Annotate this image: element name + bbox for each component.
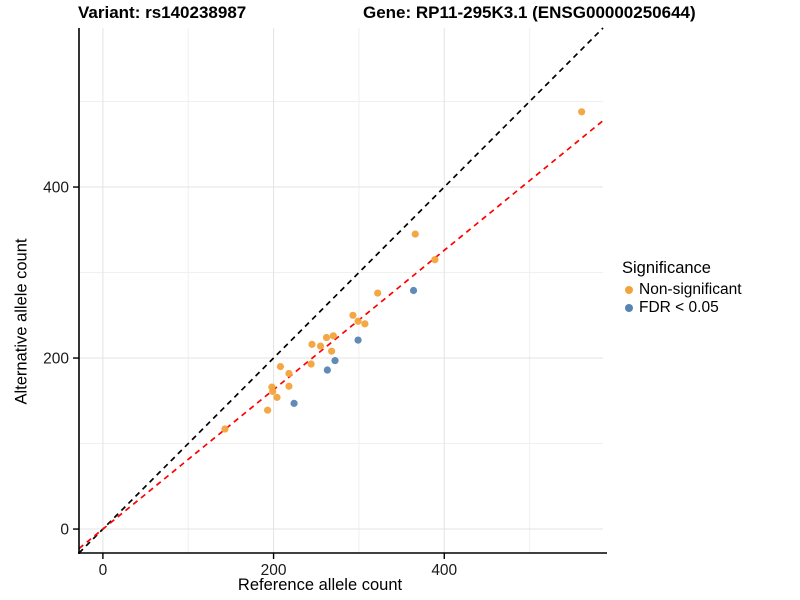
minor-gridlines	[79, 28, 603, 553]
legend-swatch-icon	[625, 304, 633, 312]
legend-item-label: FDR < 0.05	[639, 299, 719, 316]
scatter-point-nonsignificant	[329, 332, 337, 340]
legend-items: Non-significant FDR < 0.05	[622, 281, 742, 317]
identity-line	[78, 27, 604, 554]
legend: Significance Non-significant FDR < 0.05	[622, 259, 742, 317]
axis-ticks	[73, 186, 445, 559]
scatter-point-nonsignificant	[431, 256, 439, 264]
plot-title-variant: Variant: rs140238987	[78, 3, 247, 22]
scatter-point-fdr	[290, 399, 298, 407]
major-gridlines	[79, 28, 603, 553]
scatter-point-fdr	[331, 357, 339, 365]
y-tick-label: 0	[60, 522, 69, 539]
plot-title-gene: Gene: RP11-295K3.1 (ENSG00000250644)	[363, 3, 696, 22]
legend-item-label: Non-significant	[639, 281, 742, 298]
scatter-point-nonsignificant	[322, 333, 331, 342]
legend-title: Significance	[622, 259, 711, 277]
scatter-point-nonsignificant	[269, 387, 277, 395]
scatter-points	[221, 108, 586, 433]
axis-tick-labels: 0 200 400 0 200 400	[43, 180, 457, 579]
scatter-point-nonsignificant	[285, 369, 293, 378]
scatter-point-fdr	[409, 286, 418, 295]
y-tick-label: 200	[43, 351, 69, 368]
y-axis-title: Alternative allele count	[12, 238, 31, 405]
legend-item: Non-significant	[622, 281, 742, 299]
scatter-point-nonsignificant	[328, 347, 336, 355]
y-tick-label: 400	[43, 180, 69, 197]
x-tick-label: 400	[431, 562, 457, 579]
scatter-point-nonsignificant	[349, 311, 357, 319]
scatter-point-fdr	[354, 336, 362, 344]
scatter-point-nonsignificant	[307, 360, 315, 368]
scatter-point-nonsignificant	[374, 289, 382, 297]
legend-swatch-icon	[625, 286, 633, 294]
reference-lines	[78, 27, 604, 554]
scatter-point-fdr	[323, 366, 331, 374]
x-tick-label: 200	[261, 562, 287, 579]
fit-line	[78, 120, 604, 550]
scatter-point-nonsignificant	[578, 108, 586, 116]
x-tick-label: 0	[99, 562, 108, 579]
scatter-point-nonsignificant	[276, 362, 285, 371]
scatter-point-nonsignificant	[354, 317, 362, 325]
legend-item: FDR < 0.05	[622, 299, 742, 317]
scatter-point-nonsignificant	[285, 382, 293, 390]
scatter-point-nonsignificant	[411, 230, 419, 238]
x-axis-title: Reference allele count	[237, 576, 403, 594]
axis-lines	[78, 28, 607, 554]
scatter-point-nonsignificant	[361, 320, 369, 328]
scatter-point-nonsignificant	[273, 393, 281, 401]
scatter-point-nonsignificant	[221, 425, 229, 433]
scatter-point-nonsignificant	[308, 340, 316, 348]
scatter-point-nonsignificant	[264, 406, 272, 414]
scatter-point-nonsignificant	[316, 342, 325, 350]
